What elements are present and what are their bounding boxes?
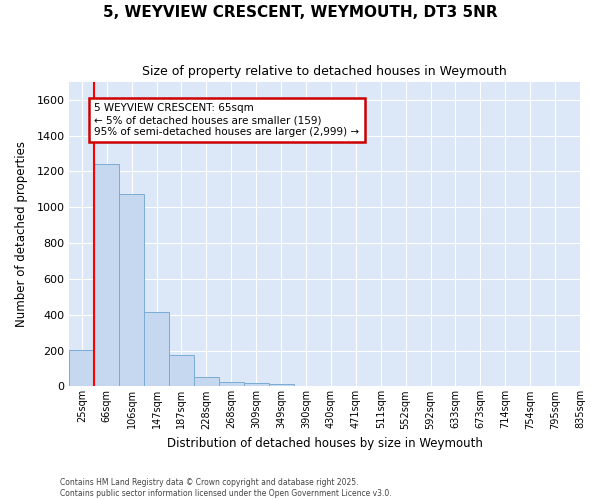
Bar [244, 383, 269, 386]
Text: Contains HM Land Registry data © Crown copyright and database right 2025.
Contai: Contains HM Land Registry data © Crown c… [60, 478, 392, 498]
Text: 5, WEYVIEW CRESCENT, WEYMOUTH, DT3 5NR: 5, WEYVIEW CRESCENT, WEYMOUTH, DT3 5NR [103, 5, 497, 20]
Y-axis label: Number of detached properties: Number of detached properties [15, 141, 28, 327]
X-axis label: Distribution of detached houses by size in Weymouth: Distribution of detached houses by size … [167, 437, 482, 450]
Bar [94, 164, 119, 386]
Bar [194, 378, 219, 386]
Bar [169, 355, 194, 386]
Bar [269, 384, 293, 386]
Bar [219, 382, 244, 386]
Bar [144, 312, 169, 386]
Text: 5 WEYVIEW CRESCENT: 65sqm
← 5% of detached houses are smaller (159)
95% of semi-: 5 WEYVIEW CRESCENT: 65sqm ← 5% of detach… [94, 104, 359, 136]
Title: Size of property relative to detached houses in Weymouth: Size of property relative to detached ho… [142, 65, 507, 78]
Bar [70, 350, 94, 387]
Bar [119, 194, 144, 386]
